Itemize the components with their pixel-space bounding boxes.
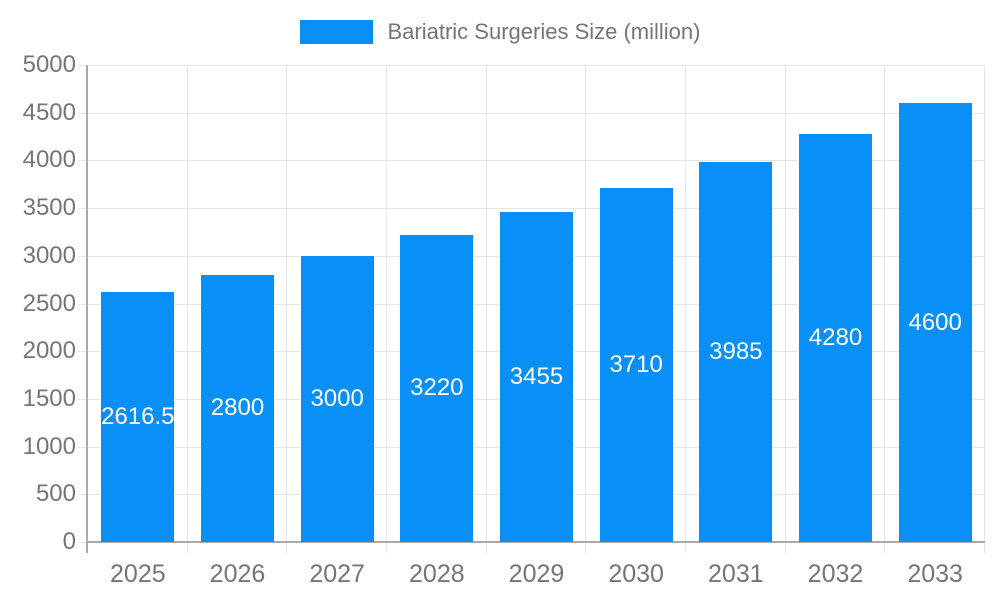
y-tick-mark	[78, 303, 88, 305]
gridline-horizontal	[88, 208, 985, 210]
x-tick-label: 2033	[907, 560, 963, 588]
x-tick-label: 2026	[209, 560, 266, 588]
legend-label: Bariatric Surgeries Size (million)	[387, 19, 701, 44]
y-tick-label: 4000	[22, 146, 76, 174]
x-tick-label: 2032	[807, 560, 864, 588]
y-tick-label: 5000	[22, 51, 76, 78]
gridline-vertical	[685, 65, 686, 553]
x-tick-label: 2025	[110, 560, 166, 588]
bar-value-label: 4280	[808, 323, 863, 351]
y-axis-line	[86, 65, 88, 553]
y-tick-mark	[78, 112, 88, 114]
legend-swatch	[299, 20, 373, 44]
bar[interactable]: 4600	[898, 103, 972, 542]
bar-value-label: 4600	[908, 308, 962, 336]
y-tick-label: 1500	[22, 384, 76, 412]
y-tick-label: 2500	[22, 289, 76, 317]
gridline-horizontal	[88, 65, 985, 66]
y-tick-mark	[78, 446, 88, 448]
bar[interactable]: 3000	[300, 255, 374, 542]
bar-value-label: 2800	[210, 394, 265, 422]
gridline-vertical	[884, 65, 886, 553]
y-tick-mark	[78, 208, 88, 210]
x-tick-label: 2028	[409, 560, 465, 588]
y-tick-mark	[78, 542, 88, 543]
gridline-vertical	[286, 65, 288, 553]
gridline-vertical	[485, 65, 487, 553]
y-tick-label: 3000	[22, 241, 76, 269]
y-tick-label: 0	[62, 528, 76, 555]
bar[interactable]: 4280	[799, 133, 872, 542]
bar[interactable]: 2800	[201, 274, 274, 542]
gridline-vertical	[386, 65, 387, 553]
bar[interactable]: 3220	[400, 234, 474, 542]
bar[interactable]: 2616.5	[101, 292, 175, 542]
gridline-vertical	[784, 65, 786, 553]
y-tick-mark	[78, 160, 88, 162]
y-tick-mark	[78, 494, 88, 496]
bar-value-label: 3000	[310, 384, 364, 412]
y-tick-label: 2000	[22, 337, 76, 365]
gridline-horizontal	[88, 112, 985, 114]
bar[interactable]: 3985	[699, 161, 773, 542]
x-tick-label: 2031	[708, 560, 764, 588]
y-tick-mark	[78, 398, 88, 400]
y-tick-label: 1000	[22, 432, 76, 460]
x-tick-label: 2027	[309, 560, 365, 588]
gridline-vertical	[585, 65, 587, 553]
x-tick-label: 2030	[608, 560, 664, 588]
gridline-vertical	[186, 65, 188, 553]
y-tick-label: 500	[35, 480, 76, 508]
x-axis-line	[86, 541, 985, 543]
bar[interactable]: 3710	[599, 188, 673, 542]
x-tick-label: 2029	[508, 560, 565, 588]
y-tick-mark	[78, 255, 88, 257]
bar-value-label: 3985	[709, 337, 763, 365]
bar-value-label: 3710	[609, 351, 663, 379]
bar-value-label: 2616.5	[101, 403, 175, 431]
gridline-vertical	[984, 65, 985, 553]
y-tick-mark	[78, 65, 88, 66]
y-tick-label: 3500	[22, 194, 76, 222]
bar[interactable]: 3455	[500, 212, 573, 542]
y-tick-mark	[78, 351, 88, 353]
bar-value-label: 3220	[410, 374, 464, 402]
legend-item[interactable]: Bariatric Surgeries Size (million)	[0, 14, 1000, 50]
bar-value-label: 3455	[509, 363, 564, 391]
y-tick-label: 4500	[22, 98, 76, 126]
gridline-horizontal	[88, 160, 985, 162]
